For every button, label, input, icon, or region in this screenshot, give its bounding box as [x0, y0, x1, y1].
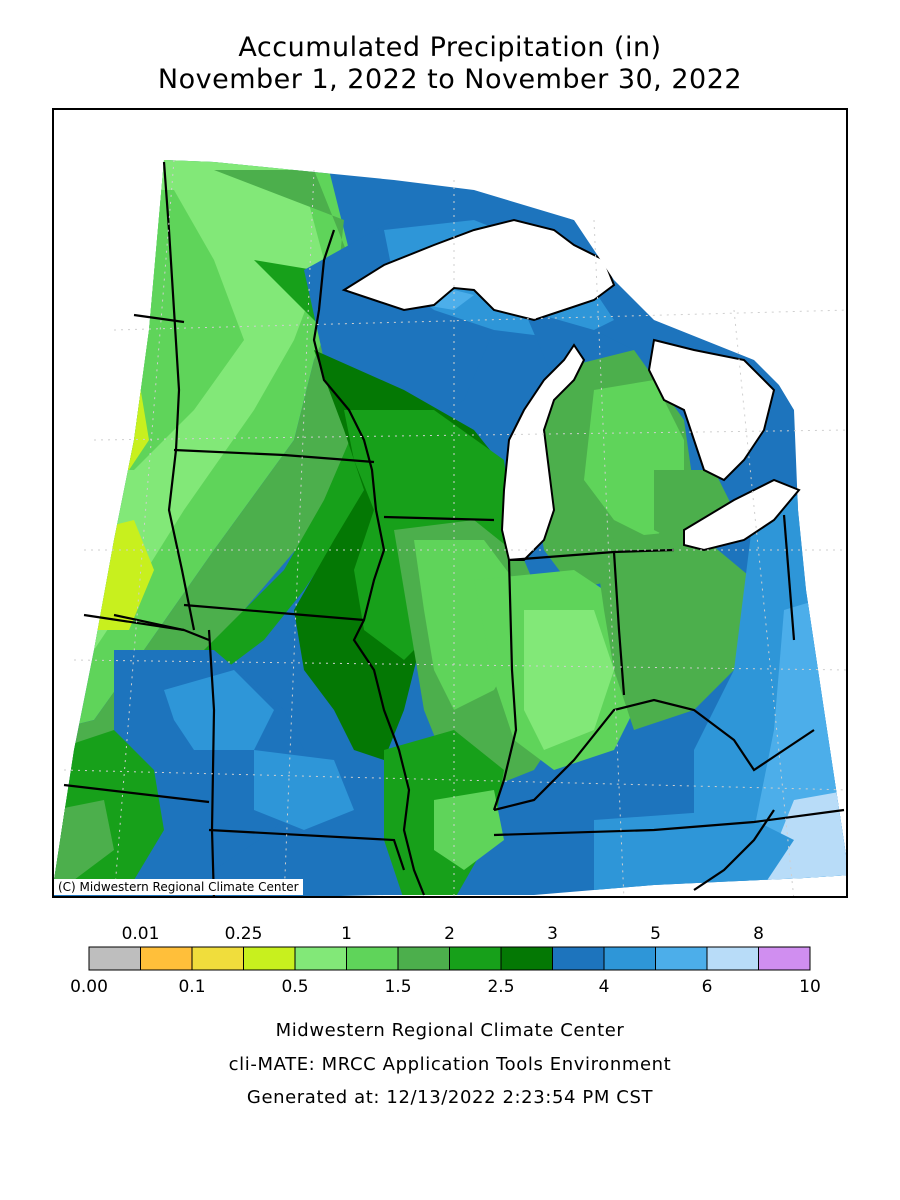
legend-swatch: [346, 946, 399, 971]
legend-swatch: [191, 946, 244, 971]
legend-upper-label: 0.25: [225, 924, 263, 944]
lake-michigan: [500, 343, 586, 561]
legend-lower-label: 0.5: [281, 977, 308, 997]
legend-lower-label: 0.1: [178, 977, 205, 997]
legend-lower-label: 6: [702, 977, 713, 997]
lake-superior: [341, 218, 616, 322]
legend-upper-label: 0.01: [122, 924, 160, 944]
legend-swatch: [552, 946, 605, 971]
lake-huron: [647, 338, 776, 482]
legend-lower-label: 10: [799, 977, 821, 997]
legend-swatch: [294, 946, 347, 971]
precipitation-map: [52, 108, 848, 898]
legend-lower-label: 0.00: [70, 977, 108, 997]
color-legend: 0.01 0.25 1 2 3 5 8 0.00 0.1 0.5 1.5 2.5 4 6 10: [0, 915, 900, 1005]
legend-swatch: [706, 946, 759, 971]
legend-swatch: [655, 946, 708, 971]
lake-erie: [683, 478, 801, 552]
map-credit: (C) Midwestern Regional Climate Center: [54, 879, 303, 895]
legend-swatch: [500, 946, 553, 971]
legend-swatch: [140, 946, 193, 971]
legend-upper-label: 5: [650, 924, 661, 944]
legend-lower-label: 4: [599, 977, 610, 997]
legend-swatch: [88, 946, 141, 971]
footer-generated: Generated at: 12/13/2022 2:23:54 PM CST: [246, 1087, 654, 1108]
great-lakes: [341, 218, 801, 561]
graticule: [63, 159, 846, 896]
chart-title: Accumulated Precipitation (in): [238, 32, 662, 63]
state-borders: [63, 161, 845, 896]
chart-subtitle-date-range: November 1, 2022 to November 30, 2022: [157, 64, 743, 95]
legend-upper-label: 1: [341, 924, 352, 944]
legend-swatch: [243, 946, 296, 971]
legend-bar: 0.01 0.25 1 2 3 5 8 0.00 0.1 0.5 1.5 2.5 4 6 10: [70, 924, 821, 997]
footer-app: cli-MATE: MRCC Application Tools Environ…: [228, 1054, 672, 1075]
legend-swatch: [603, 946, 656, 971]
legend-lower-label: 2.5: [487, 977, 514, 997]
legend-swatch: [449, 946, 502, 971]
legend-lower-label: 1.5: [384, 977, 411, 997]
legend-swatch: [397, 946, 450, 971]
legend-upper-label: 2: [444, 924, 455, 944]
legend-upper-label: 3: [547, 924, 558, 944]
legend-upper-label: 8: [753, 924, 764, 944]
footer-org: Midwestern Regional Climate Center: [275, 1020, 625, 1041]
legend-swatch: [758, 946, 811, 971]
map-canvas: [54, 110, 846, 896]
